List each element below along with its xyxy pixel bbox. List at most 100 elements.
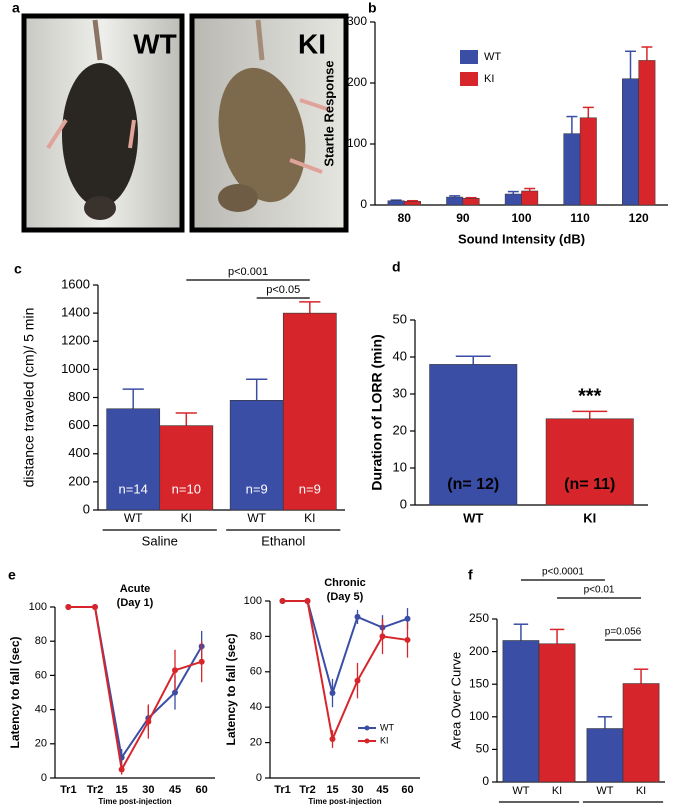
y-tick-label: 600 (68, 417, 90, 432)
x-tick-label: Tr2 (87, 784, 104, 796)
bar (622, 683, 660, 783)
x-tick-label: WT (512, 785, 529, 797)
legend-swatch (460, 72, 478, 86)
bar (622, 78, 639, 206)
x-tick-label: 60 (196, 784, 208, 796)
y-tick-label: 1000 (61, 361, 90, 376)
bar (462, 198, 480, 206)
bar (586, 728, 624, 783)
y-tick-label: 0 (83, 501, 90, 516)
bracket-label: p<0.0001 (542, 567, 584, 578)
bar-label: n=9 (299, 481, 321, 496)
bar (579, 117, 597, 206)
point (404, 615, 411, 622)
y-tick-label: 50 (476, 742, 490, 756)
x-tick-label: WT (124, 511, 143, 525)
bar (282, 312, 337, 511)
point (92, 604, 98, 610)
y-tick-label: 1400 (61, 305, 90, 320)
x-axis-label: Time post-injection (308, 797, 381, 805)
photo-label: WT (133, 28, 177, 59)
bar (404, 201, 421, 206)
bar (387, 200, 405, 206)
legend-marker (364, 725, 370, 731)
legend-swatch (460, 50, 478, 64)
y-tick-label: 400 (68, 445, 90, 460)
x-tick-label: 80 (398, 211, 412, 225)
x-tick-label: 100 (511, 211, 531, 225)
bracket-label: p<0.01 (584, 585, 615, 596)
point (118, 766, 125, 773)
panel-label: f (468, 567, 473, 583)
panel-label: c (14, 261, 22, 277)
y-axis-label: Duration of LORR (min) (369, 334, 385, 490)
bar (446, 196, 464, 206)
x-tick-label: KI (304, 511, 315, 525)
bar (504, 193, 522, 206)
point (65, 604, 72, 610)
y-tick-label: 80 (250, 630, 262, 642)
y-tick-label: 20 (393, 422, 407, 437)
y-tick-label: 20 (35, 738, 47, 750)
bar-label: n=10 (172, 481, 201, 496)
point (379, 633, 386, 640)
line (282, 600, 408, 697)
bracket-label: p<0.001 (228, 266, 268, 278)
y-axis-label: Startle Response (321, 60, 336, 166)
bar-label: (n= 11) (564, 476, 615, 493)
bracket-label: p=0.056 (605, 627, 642, 638)
bar (106, 408, 161, 511)
panel-label: e (8, 567, 16, 583)
point (329, 736, 336, 743)
y-tick-label: 100 (29, 601, 47, 613)
y-tick-label: 800 (68, 389, 90, 404)
bar-label: n=9 (246, 481, 268, 496)
photo-ki (189, 13, 349, 233)
bar-label: n=14 (119, 481, 148, 496)
y-tick-label: 0 (482, 774, 489, 788)
y-axis-label: Area Over Curve (448, 652, 463, 750)
y-axis-label: Latency to fall (sec) (8, 636, 22, 748)
panel-label: a (12, 0, 20, 16)
x-tick-label: WT (596, 785, 613, 797)
legend-label: WT (484, 51, 501, 63)
y-tick-label: 30 (393, 385, 407, 400)
y-tick-label: 40 (250, 701, 262, 713)
y-tick-label: 0 (360, 197, 367, 211)
point (172, 689, 178, 696)
x-axis-label: Sound Intensity (dB) (458, 231, 585, 246)
group-label: Ethanol (261, 533, 305, 548)
y-tick-label: 200 (469, 644, 489, 658)
y-tick-label: 60 (35, 669, 47, 681)
y-tick-label: 150 (469, 676, 489, 690)
x-tick-label: WT (247, 511, 266, 525)
bar (229, 400, 284, 511)
point (354, 613, 361, 620)
legend-label: WT (380, 722, 394, 732)
y-tick-label: 40 (35, 704, 47, 716)
panel-label: b (368, 0, 377, 16)
point (404, 636, 411, 643)
bar (502, 640, 540, 783)
y-tick-label: 100 (469, 709, 489, 723)
bar (521, 190, 539, 206)
y-tick-label: 250 (469, 611, 489, 625)
chart-title: (Day 5) (327, 591, 364, 603)
bar (545, 418, 634, 506)
point (279, 598, 286, 604)
line (68, 606, 202, 773)
y-tick-label: 200 (347, 75, 367, 89)
x-tick-label: Tr2 (299, 784, 316, 796)
photo-wt (21, 13, 185, 233)
bar (563, 133, 581, 206)
y-tick-label: 0 (256, 772, 262, 784)
x-tick-label: 30 (351, 784, 363, 796)
legend-label: KI (380, 735, 389, 745)
x-tick-label: 45 (169, 784, 181, 796)
photo-label: KI (298, 28, 326, 59)
y-tick-label: 0 (400, 496, 407, 511)
bar (159, 425, 214, 511)
bar (538, 643, 576, 783)
x-tick-label: 110 (570, 211, 590, 225)
